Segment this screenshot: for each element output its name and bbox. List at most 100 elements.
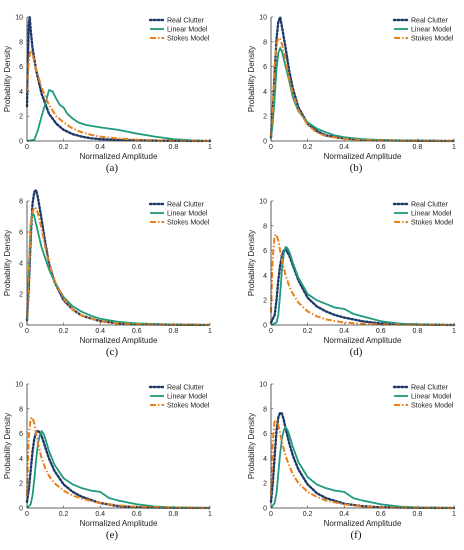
y-tick-label: 0	[19, 323, 23, 330]
x-tick-label: 0.6	[376, 328, 386, 335]
y-tick-label: 10	[259, 15, 267, 22]
x-tick-label: 1	[452, 144, 456, 151]
legend-label: Stokes Model	[411, 403, 454, 410]
panel-label: (c)	[106, 346, 119, 358]
x-tick-label: 0.2	[303, 511, 313, 518]
series-line-stokes-model	[26, 416, 211, 509]
legend-label: Real Clutter	[411, 202, 449, 209]
legend-label: Stokes Model	[411, 36, 454, 43]
y-tick-label: 0	[19, 139, 23, 146]
x-tick-label: 0	[25, 328, 29, 335]
x-tick-label: 0.4	[95, 511, 105, 518]
x-tick-label: 0.8	[169, 511, 179, 518]
x-tick-label: 0.2	[59, 328, 69, 335]
y-axis-label: Probability Density	[3, 46, 12, 112]
series-line-real-clutter	[25, 429, 212, 510]
x-tick-label: 0	[269, 144, 273, 151]
panel-label: (f)	[351, 529, 362, 541]
panel-label: (b)	[350, 162, 363, 174]
x-tick-label: 0.8	[413, 144, 423, 151]
legend-label: Linear Model	[167, 211, 208, 218]
x-tick-label: 1	[208, 328, 212, 335]
series-line-linear-model	[270, 426, 455, 509]
series-line-stokes-model	[270, 233, 455, 326]
x-tick-label: 0.4	[95, 328, 105, 335]
series-line-linear-model	[270, 245, 455, 326]
y-tick-label: 2	[19, 481, 23, 488]
y-tick-label: 10	[15, 15, 23, 22]
x-tick-label: 0	[269, 511, 273, 518]
x-tick-label: 1	[452, 511, 456, 518]
series-line-stokes-model	[26, 206, 211, 326]
legend-label: Real Clutter	[167, 385, 205, 392]
x-tick-label: 0	[25, 511, 29, 518]
x-tick-label: 0.2	[59, 144, 69, 151]
legend: Real Clutter Linear Model Stokes Model	[148, 202, 210, 227]
x-tick-label: 1	[208, 144, 212, 151]
x-axis-label: Normalized Amplitude	[80, 336, 158, 345]
y-tick-label: 0	[263, 323, 267, 330]
x-tick-label: 0.6	[132, 511, 142, 518]
x-axis-label: Normalized Amplitude	[80, 152, 158, 161]
x-axis-label: Normalized Amplitude	[324, 336, 402, 345]
x-tick-label: 0.8	[413, 511, 423, 518]
legend-label: Linear Model	[167, 27, 208, 34]
x-tick-label: 0.2	[59, 511, 69, 518]
y-tick-label: 8	[263, 39, 267, 46]
x-tick-label: 0	[269, 328, 273, 335]
y-tick-label: 4	[263, 456, 267, 463]
series-line-linear-model	[26, 89, 211, 142]
y-tick-label: 8	[263, 406, 267, 413]
y-axis-label: Probability Density	[247, 230, 256, 296]
y-tick-label: 10	[259, 382, 267, 389]
y-tick-label: 0	[263, 506, 267, 513]
series-group	[269, 233, 456, 327]
legend: Real Clutter Linear Model Stokes Model	[392, 202, 454, 227]
y-tick-label: 6	[19, 64, 23, 71]
series-line-linear-model	[26, 210, 211, 326]
x-axis-label: Normalized Amplitude	[324, 519, 402, 528]
x-tick-label: 0.8	[169, 328, 179, 335]
y-tick-label: 8	[19, 39, 23, 46]
y-tick-label: 8	[263, 223, 267, 230]
y-tick-label: 8	[19, 199, 23, 206]
x-tick-label: 1	[208, 511, 212, 518]
legend-label: Real Clutter	[167, 202, 205, 209]
x-tick-label: 0	[25, 144, 29, 151]
x-axis: 0 0.2 0.4 0.6 0.8 1	[25, 505, 212, 518]
legend-label: Real Clutter	[411, 18, 449, 25]
x-tick-label: 0.6	[376, 144, 386, 151]
x-tick-label: 0.4	[339, 511, 349, 518]
y-tick-label: 4	[263, 273, 267, 280]
series-line-real-clutter	[269, 248, 456, 327]
series-group	[269, 411, 456, 510]
legend-label: Linear Model	[411, 27, 452, 34]
series-line-linear-model	[26, 430, 211, 509]
panel-label: (d)	[350, 346, 363, 358]
x-tick-label: 0.6	[376, 511, 386, 518]
y-tick-label: 2	[263, 114, 267, 121]
legend-label: Stokes Model	[411, 220, 454, 227]
series-group	[25, 416, 212, 510]
x-tick-label: 0.4	[339, 328, 349, 335]
series-line-linear-model	[270, 47, 455, 142]
series-line-stokes-model	[270, 418, 455, 509]
y-axis-label: Probability Density	[247, 46, 256, 112]
y-tick-label: 6	[263, 248, 267, 255]
panel-label: (e)	[106, 529, 119, 541]
series-group	[269, 15, 456, 143]
legend-label: Real Clutter	[411, 385, 449, 392]
x-tick-label: 0.8	[413, 328, 423, 335]
y-tick-label: 4	[19, 456, 23, 463]
legend-label: Linear Model	[411, 394, 452, 401]
y-tick-label: 0	[263, 139, 267, 146]
x-tick-label: 0.8	[169, 144, 179, 151]
y-tick-label: 4	[19, 261, 23, 268]
x-tick-label: 0.2	[303, 144, 313, 151]
legend: Real Clutter Linear Model Stokes Model	[392, 18, 454, 43]
legend: Real Clutter Linear Model Stokes Model	[148, 385, 210, 410]
y-tick-label: 4	[263, 89, 267, 96]
